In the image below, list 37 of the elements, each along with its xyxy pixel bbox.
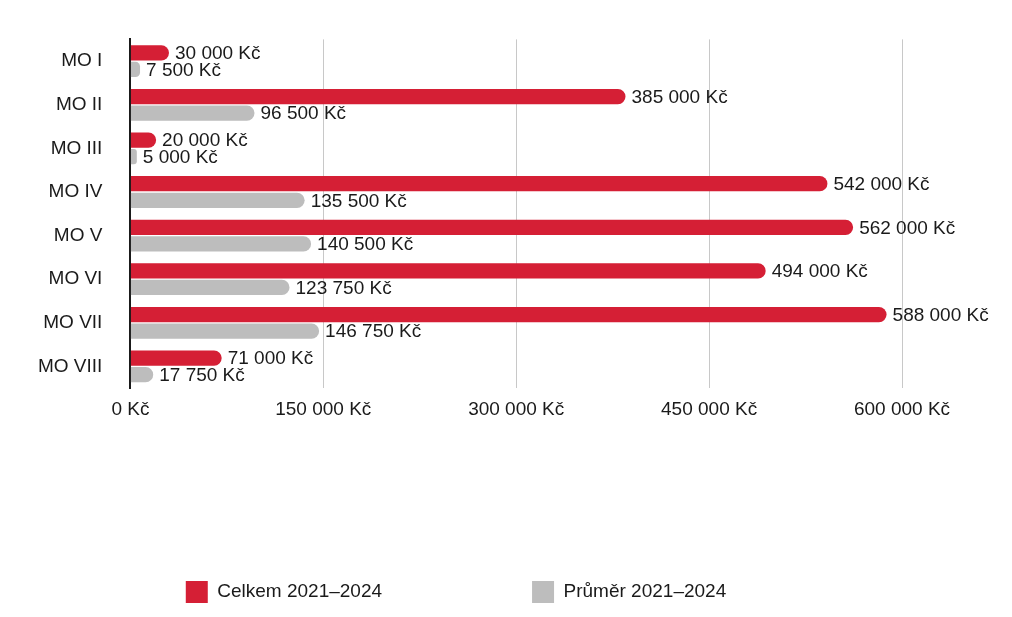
data-label: 494 000 Kč bbox=[771, 260, 868, 282]
data-label: 588 000 Kč bbox=[892, 303, 989, 325]
bar bbox=[130, 192, 305, 208]
data-label: 123 750 Kč bbox=[295, 276, 392, 298]
bar bbox=[130, 263, 766, 279]
data-label: 542 000 Kč bbox=[833, 172, 930, 194]
data-label: 146 750 Kč bbox=[325, 320, 422, 342]
x-tick-label: 300 000 Kč bbox=[468, 397, 565, 419]
x-tick-label: 600 000 Kč bbox=[853, 397, 951, 419]
y-tick-label: MO I bbox=[61, 49, 103, 71]
x-tick-label: 150 000 Kč bbox=[275, 397, 372, 419]
x-tick-label: 450 000 Kč bbox=[661, 397, 758, 419]
y-tick-label: MO II bbox=[55, 93, 103, 115]
y-tick-label: MO III bbox=[50, 136, 103, 158]
y-tick-label: MO V bbox=[53, 223, 103, 245]
data-label: 135 500 Kč bbox=[310, 189, 407, 211]
legend-label: Celkem 2021–2024 bbox=[217, 580, 383, 602]
bar bbox=[130, 176, 828, 192]
data-label: 140 500 Kč bbox=[317, 233, 414, 255]
bar bbox=[130, 306, 887, 323]
legend-label: Průměr 2021–2024 bbox=[563, 580, 727, 602]
bar bbox=[130, 45, 169, 61]
data-label: 385 000 Kč bbox=[631, 85, 728, 107]
y-tick-label: MO VIII bbox=[37, 354, 103, 376]
y-tick-label: MO VII bbox=[43, 311, 103, 333]
bar bbox=[130, 323, 320, 339]
bar bbox=[130, 105, 255, 121]
x-tick-label: 0 Kč bbox=[111, 397, 150, 419]
y-tick-label: MO IV bbox=[48, 180, 103, 202]
bar bbox=[130, 236, 312, 252]
data-label: 96 500 Kč bbox=[260, 102, 347, 124]
bar bbox=[130, 88, 626, 105]
bar bbox=[130, 350, 222, 366]
bar bbox=[130, 279, 290, 296]
data-label: 562 000 Kč bbox=[859, 216, 956, 238]
y-tick-label: MO VI bbox=[48, 267, 103, 289]
bar bbox=[130, 219, 854, 235]
